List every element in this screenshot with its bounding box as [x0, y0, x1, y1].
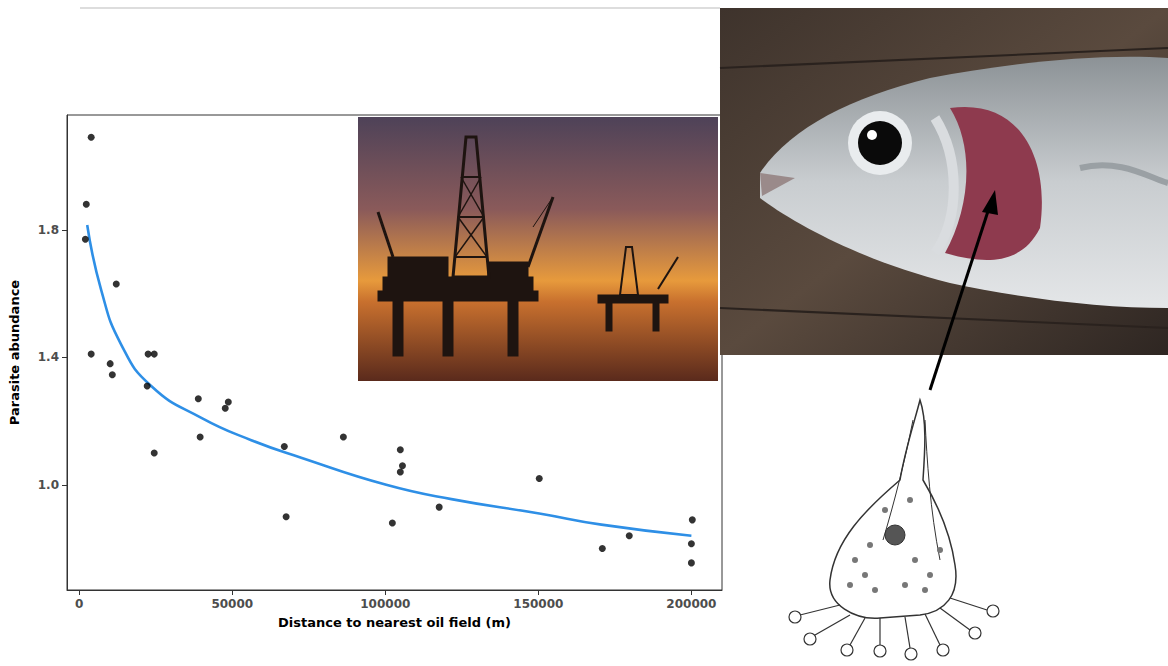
svg-text:1.4: 1.4 — [38, 350, 59, 364]
svg-text:50000: 50000 — [211, 597, 253, 611]
svg-text:200000: 200000 — [666, 597, 716, 611]
svg-text:1.8: 1.8 — [38, 223, 59, 237]
svg-text:100000: 100000 — [360, 597, 410, 611]
svg-text:150000: 150000 — [513, 597, 563, 611]
svg-text:Distance to nearest oil field: Distance to nearest oil field (m) — [278, 615, 511, 630]
svg-text:0: 0 — [75, 597, 83, 611]
svg-text:1.0: 1.0 — [38, 478, 59, 492]
svg-text:Parasite abundance: Parasite abundance — [7, 280, 22, 426]
